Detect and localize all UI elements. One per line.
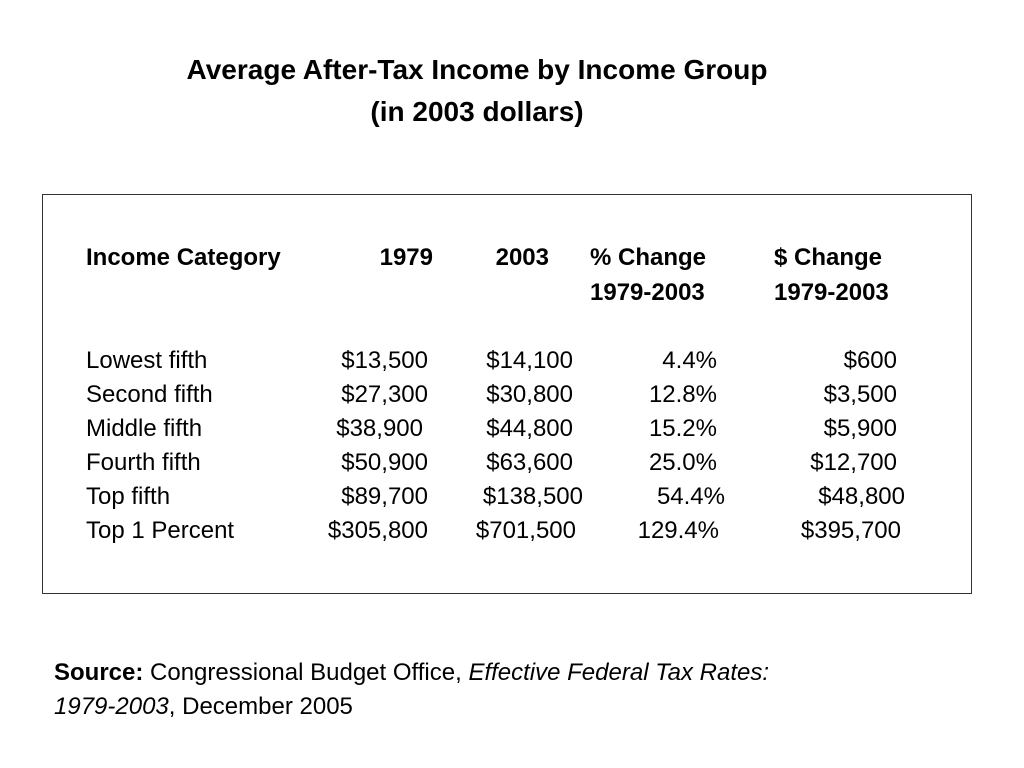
- source-date: , December 2005: [169, 693, 353, 720]
- row-pct-change: 12.8%: [583, 380, 717, 410]
- row-1979-value: $13,500: [283, 346, 428, 376]
- row-2003-value: $14,100: [428, 346, 573, 376]
- source-publisher: Congressional Budget Office,: [143, 659, 468, 686]
- row-dollar-change: $3,500: [743, 380, 897, 410]
- source-publication-title: Effective Federal Tax Rates:: [468, 659, 769, 686]
- header-pct-change-range: 1979-2003: [590, 278, 705, 308]
- row-2003-value: $701,500: [431, 516, 576, 546]
- row-2003-value: $63,600: [428, 448, 573, 478]
- header-pct-change: % Change: [590, 243, 706, 273]
- row-pct-change: 129.4%: [585, 516, 719, 546]
- header-dollar-change-range: 1979-2003: [774, 278, 889, 308]
- header-1979: 1979: [343, 243, 433, 273]
- row-1979-value: $305,800: [283, 516, 428, 546]
- row-category: Middle fifth: [86, 414, 202, 444]
- page-subtitle: (in 2003 dollars): [0, 94, 954, 130]
- row-1979-value: $38,900: [278, 414, 423, 444]
- row-category: Top fifth: [86, 482, 170, 512]
- page-title: Average After-Tax Income by Income Group: [0, 52, 954, 88]
- source-publication-years: 1979-2003: [54, 693, 169, 720]
- row-1979-value: $27,300: [283, 380, 428, 410]
- row-2003-value: $30,800: [428, 380, 573, 410]
- header-dollar-change: $ Change: [774, 243, 882, 273]
- row-1979-value: $50,900: [283, 448, 428, 478]
- source-citation: Source: Congressional Budget Office, Eff…: [54, 656, 954, 724]
- row-2003-value: $138,500: [438, 482, 583, 512]
- row-category: Fourth fifth: [86, 448, 201, 478]
- row-pct-change: 54.4%: [591, 482, 725, 512]
- row-pct-change: 15.2%: [583, 414, 717, 444]
- income-table: Income Category 1979 2003 % Change $ Cha…: [42, 194, 972, 594]
- row-2003-value: $44,800: [428, 414, 573, 444]
- row-1979-value: $89,700: [283, 482, 428, 512]
- row-dollar-change: $395,700: [747, 516, 901, 546]
- row-category: Second fifth: [86, 380, 213, 410]
- header-income-category: Income Category: [86, 243, 281, 273]
- row-dollar-change: $48,800: [751, 482, 905, 512]
- row-pct-change: 4.4%: [583, 346, 717, 376]
- row-dollar-change: $5,900: [743, 414, 897, 444]
- row-category: Top 1 Percent: [86, 516, 234, 546]
- row-category: Lowest fifth: [86, 346, 207, 376]
- row-pct-change: 25.0%: [583, 448, 717, 478]
- source-label: Source:: [54, 659, 143, 686]
- row-dollar-change: $12,700: [743, 448, 897, 478]
- row-dollar-change: $600: [743, 346, 897, 376]
- header-2003: 2003: [463, 243, 549, 273]
